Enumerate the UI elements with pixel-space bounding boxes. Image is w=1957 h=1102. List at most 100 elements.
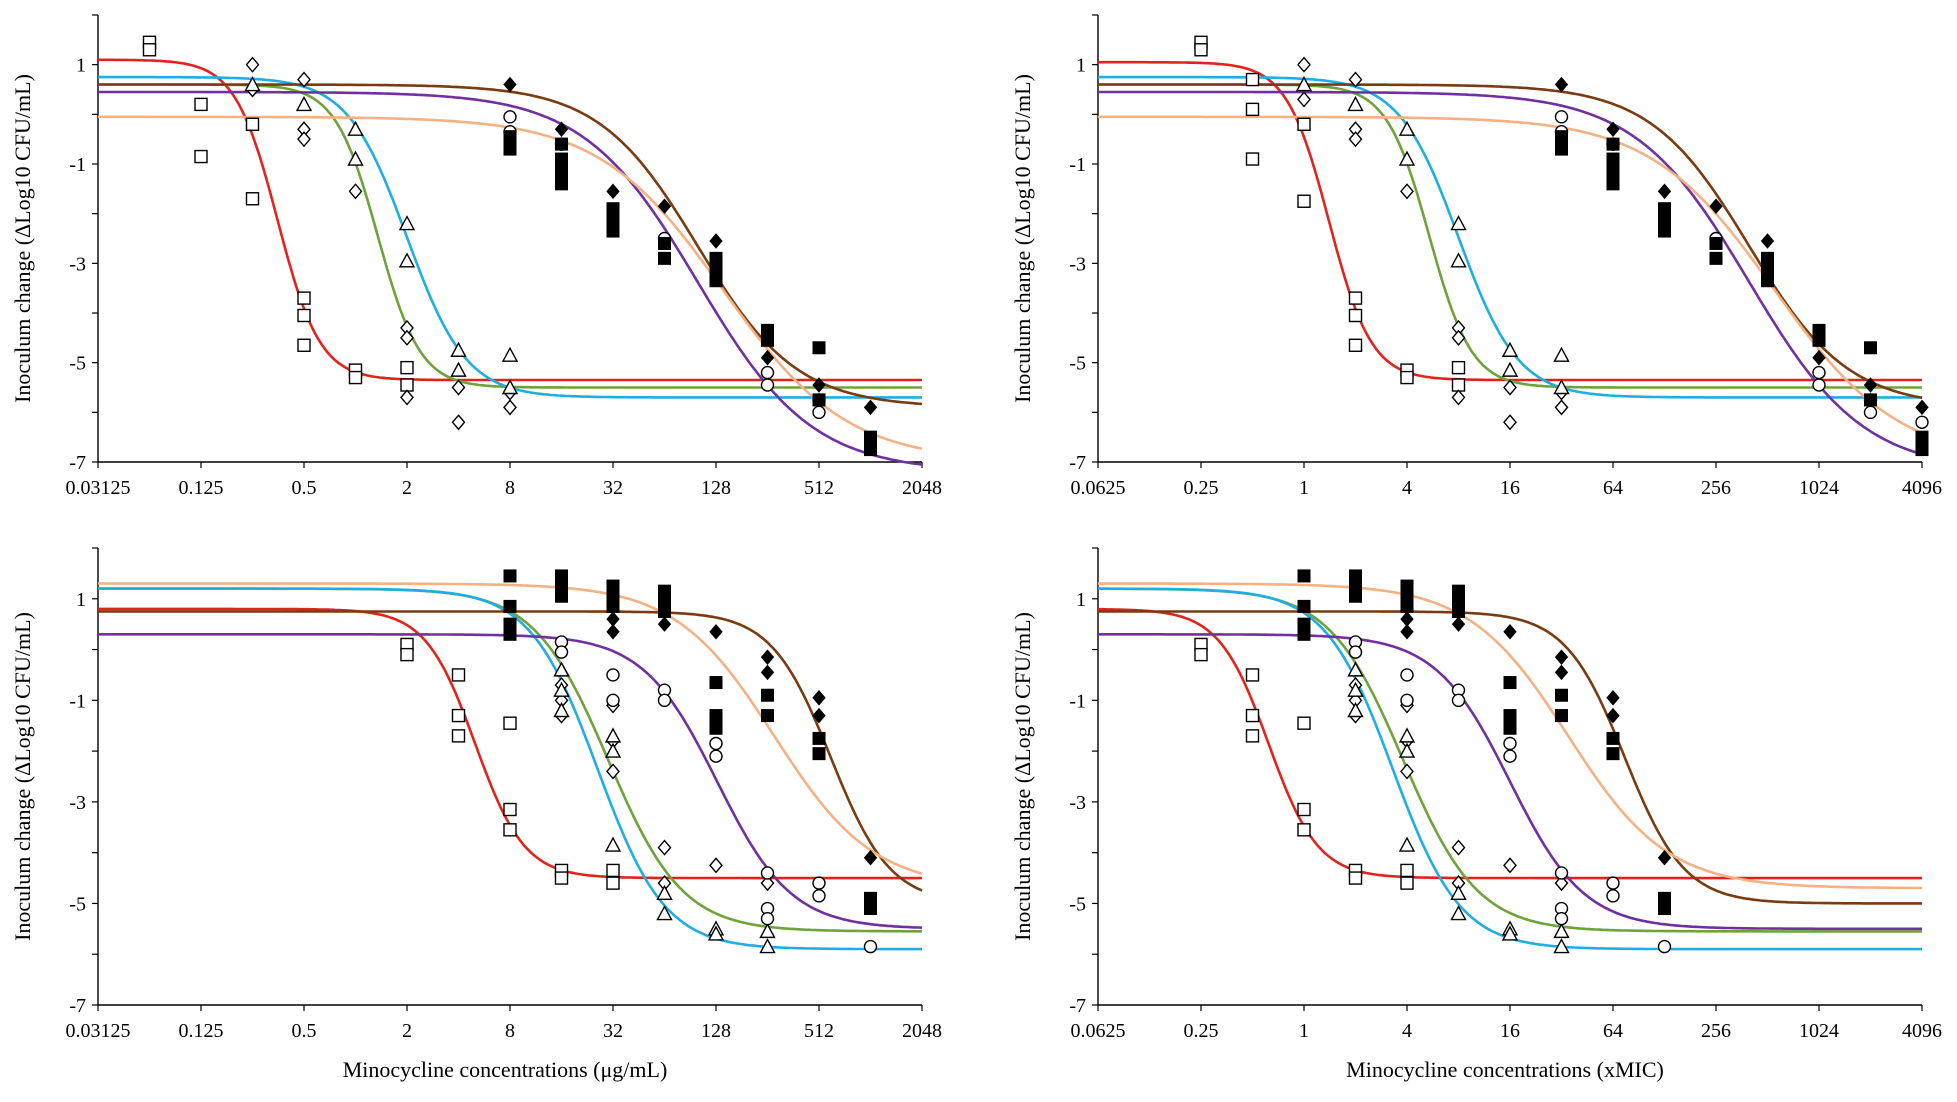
filled-square-marker [1452,604,1465,618]
x-tick-label: 1024 [1799,1020,1839,1042]
y-tick-label: -3 [1069,253,1086,275]
x-tick-label: 1024 [1799,477,1839,499]
filled-square-marker [1606,164,1620,178]
x-tick-label: 2 [402,477,412,499]
open-diamond-marker [245,56,260,73]
x-tick-label: 2048 [902,477,942,499]
x-tick-label: 0.25 [1184,477,1219,499]
open-triangle-marker [1450,884,1467,900]
fit-curve [98,633,923,929]
filled-square-marker [812,393,826,407]
open-square-marker [1348,871,1363,885]
x-tick-label: 16 [1500,1020,1520,1042]
open-square-marker [1400,863,1414,878]
open-square-marker [606,876,620,890]
filled-diamond-marker [1554,664,1569,681]
open-square-marker [1348,338,1363,352]
open-diamond-marker [657,839,672,856]
open-triangle-marker [1553,922,1570,939]
open-square-marker [1297,823,1311,837]
filled-square-marker [1658,212,1671,226]
open-circle-marker [709,749,723,763]
open-triangle-marker [501,346,519,362]
filled-diamond-marker [1606,707,1620,724]
open-diamond-marker [297,131,311,148]
open-diamond-marker [709,857,723,874]
filled-square-marker [812,341,826,355]
open-square-marker [142,43,157,57]
filled-diamond-marker [760,349,775,366]
filled-square-marker [1606,137,1620,151]
filled-square-marker [1349,589,1362,603]
open-circle-marker [1554,866,1569,880]
open-triangle-marker [604,727,622,743]
fit-curve [1098,60,1922,382]
open-circle-marker [1554,110,1569,124]
open-triangle-marker [1398,836,1416,852]
x-tick-label: 0.03125 [66,1020,131,1042]
filled-square-marker [709,274,723,288]
filled-square-marker [1503,721,1517,735]
x-tick-label: 0.25 [1184,1020,1219,1042]
open-diamond-marker [1554,399,1569,416]
open-square-marker [245,192,260,206]
filled-diamond-marker [1606,690,1620,706]
open-diamond-marker [451,414,466,431]
filled-square-marker [658,251,671,265]
filled-square-marker [812,731,826,745]
filled-square-marker [606,599,620,613]
open-square-marker [348,370,363,385]
filled-square-marker [812,747,826,761]
open-triangle-marker [1347,702,1364,718]
open-triangle-marker [347,120,364,136]
open-triangle-marker [656,884,673,900]
open-square-marker [1400,876,1414,890]
open-square-marker [451,708,466,723]
x-tick-label: 128 [701,1020,731,1042]
x-tick-label: 4096 [1902,477,1942,499]
x-tick-label: 0.03125 [66,477,131,499]
open-diamond-marker [400,389,414,406]
fit-curve [1098,633,1922,931]
open-square-marker [297,308,311,323]
open-square-marker [194,149,208,164]
y-tick-label: -1 [1069,690,1086,712]
open-triangle-marker [347,150,364,166]
open-triangle-marker [1398,120,1416,136]
open-circle-marker [1451,693,1466,708]
open-circle-marker [760,378,775,392]
filled-diamond-marker [863,849,878,866]
open-circle-marker [1863,405,1878,420]
open-diamond-marker [1503,414,1517,431]
open-circle-marker [1657,939,1672,954]
open-square-marker [400,360,414,375]
filled-square-marker [658,236,671,250]
open-triangle-marker [1347,95,1364,112]
open-triangle-marker [553,661,570,677]
x-tick-label: 2048 [902,1020,942,1042]
x-tick-label: 32 [603,477,623,499]
open-square-marker [1297,716,1311,730]
open-square-marker [245,117,260,131]
panel-bottom-right: -7 -5 -3 -1 1 0.0625 0.25 1 4 16 64 256 1024 4096 Inoc… [1010,547,1942,1042]
filled-square-marker [864,430,877,444]
open-circle-marker [1503,749,1517,763]
filled-square-marker [1709,236,1723,250]
x-axis-title-left: Minocycline concentrations (μg/mL) [343,1057,668,1082]
open-diamond-marker [606,763,620,780]
filled-square-marker [1297,569,1311,583]
open-square-marker [1297,194,1311,208]
fit-curve [1098,90,1923,456]
open-square-marker [400,647,414,662]
open-square-marker [1194,43,1208,57]
filled-square-marker [1297,599,1311,613]
open-square-marker [194,97,208,112]
filled-square-marker [1709,251,1723,265]
open-diamond-marker [1451,389,1466,406]
open-square-marker [297,291,311,305]
filled-square-marker [864,443,877,457]
open-triangle-marker [1347,661,1364,677]
fit-curve [98,607,922,880]
y-tick-label: -3 [69,253,86,275]
filled-diamond-marker [606,183,620,200]
